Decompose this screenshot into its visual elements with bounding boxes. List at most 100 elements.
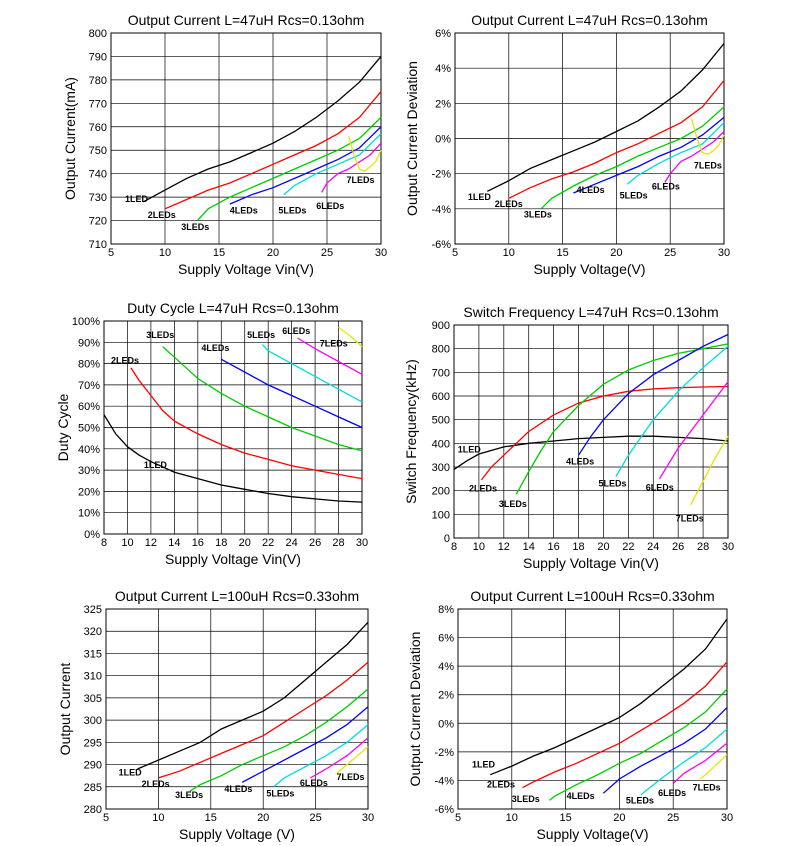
- series-line-7leds: [690, 435, 729, 506]
- series-line-5leds: [283, 133, 382, 196]
- x-tick-label: 10: [503, 247, 515, 259]
- x-tick-label: 30: [722, 541, 734, 553]
- series-line-6leds: [664, 131, 725, 183]
- y-tick-label: 8%: [438, 604, 454, 616]
- series-line-3leds: [162, 346, 363, 452]
- x-tick-label: 16: [192, 537, 204, 549]
- x-tick-label: 30: [375, 247, 387, 259]
- y-tick-label: 730: [89, 192, 107, 204]
- series-annotation: 4LEDs: [577, 185, 605, 195]
- chart-title: Output Current L=47uH Rcs=0.13ohm: [471, 12, 708, 28]
- x-tick-label: 18: [215, 537, 227, 549]
- y-axis-label: Switch Frequency(kHz): [403, 359, 419, 504]
- x-axis-label: Supply Voltage Vin(V): [165, 551, 301, 567]
- series-annotation: 3LEDs: [146, 330, 174, 340]
- y-tick-label: 200: [432, 486, 450, 498]
- chart-title: Output Current L=47uH Rcs=0.13ohm: [128, 12, 365, 28]
- gridlines: [454, 32, 725, 245]
- x-tick-label: 22: [622, 541, 634, 553]
- y-tick-label: 320: [84, 626, 102, 638]
- series-annotation: 1LED: [144, 460, 168, 470]
- gridlines: [453, 324, 729, 539]
- series-annotation: 2LEDs: [111, 356, 139, 366]
- series-line-5leds: [273, 724, 369, 788]
- x-tick-label: 20: [239, 537, 251, 549]
- y-tick-label: -2%: [431, 169, 451, 181]
- chart-5: 5 10 15 20 25 30 280 285 290 295 300 305 310 315 320 32…: [57, 588, 374, 842]
- series-annotation: 7LEDs: [337, 772, 365, 782]
- series-line-1led: [143, 55, 382, 203]
- chart-title: Output Current L=100uH Rcs=0.33ohm: [470, 588, 714, 604]
- y-tick-label: 100: [432, 509, 450, 521]
- series-annotation: 1LED: [458, 444, 482, 454]
- x-tick-label: 5: [108, 247, 114, 259]
- series-line-1led: [487, 43, 725, 192]
- plot-frame: [454, 32, 725, 245]
- x-tick-label: 25: [309, 812, 321, 824]
- series-line-1led: [490, 618, 728, 776]
- plot-frame: [110, 32, 382, 245]
- series-line-6leds: [310, 737, 369, 779]
- series-annotation: 3LEDs: [175, 790, 203, 800]
- y-tick-label: 30%: [78, 465, 100, 477]
- y-tick-label: 900: [432, 320, 450, 332]
- x-tick-label: 20: [613, 812, 625, 824]
- y-tick-label: 4%: [435, 63, 451, 75]
- y-tick-label: 290: [84, 760, 102, 772]
- x-tick-label: 25: [667, 812, 679, 824]
- series-annotation: 5LEDs: [598, 478, 626, 488]
- y-tick-label: 0%: [438, 718, 454, 730]
- chart-title: Duty Cycle L=47uH Rcs=0.13ohm: [127, 300, 339, 316]
- series-line-3leds: [189, 688, 369, 792]
- series-annotation: 5LEDs: [266, 789, 294, 799]
- series-annotation: 1LED: [472, 760, 496, 770]
- y-tick-label: 800: [89, 28, 107, 40]
- y-tick-label: 80%: [78, 359, 100, 371]
- series-line-1led: [103, 414, 363, 503]
- series-annotation: 5LEDs: [626, 795, 654, 805]
- y-tick-label: 10%: [78, 508, 100, 520]
- series-annotation: 6LEDs: [300, 778, 328, 788]
- series-annotation: 6LEDs: [658, 788, 686, 798]
- series-line-1led: [137, 621, 369, 770]
- y-tick-label: 20%: [78, 486, 100, 498]
- x-tick-label: 10: [121, 537, 133, 549]
- series-line-4leds: [229, 126, 382, 205]
- series-line-6leds: [658, 381, 729, 480]
- chart-3: 8 10 12 14 16 18 20 22 24 26 28 30 0% 10% 20% 30% 40% 50%…: [55, 300, 368, 567]
- series-annotation: 1LED: [468, 192, 492, 202]
- series-annotation: 7LEDs: [694, 160, 722, 170]
- x-tick-label: 10: [159, 247, 171, 259]
- x-tick-label: 30: [362, 812, 374, 824]
- y-tick-label: 4%: [438, 661, 454, 673]
- y-tick-label: 315: [84, 648, 102, 660]
- x-tick-label: 25: [664, 247, 676, 259]
- series-annotation: 2LEDs: [495, 199, 523, 209]
- series-line-6leds: [321, 142, 382, 193]
- series-annotation: 1LED: [119, 768, 143, 778]
- series-line-6leds: [672, 742, 728, 784]
- y-tick-label: 760: [89, 122, 107, 134]
- x-tick-label: 5: [452, 247, 458, 259]
- series-line-7leds: [336, 746, 369, 774]
- y-tick-label: 700: [432, 367, 450, 379]
- y-tick-label: -6%: [434, 804, 454, 816]
- series-line-4leds: [602, 707, 728, 794]
- y-tick-label: 100%: [72, 316, 100, 328]
- x-tick-label: 15: [559, 812, 571, 824]
- x-tick-label: 24: [286, 537, 298, 549]
- x-tick-label: 22: [262, 537, 274, 549]
- series-line-2leds: [480, 385, 729, 481]
- series-line-2leds: [522, 661, 728, 789]
- series-line-4leds: [573, 116, 725, 194]
- series-annotation: 3LEDs: [524, 210, 552, 220]
- x-tick-label: 26: [309, 537, 321, 549]
- y-tick-label: 790: [89, 51, 107, 63]
- y-tick-label: 770: [89, 98, 107, 110]
- series-line-7leds: [347, 136, 382, 173]
- series-annotation: 2LEDs: [487, 780, 515, 790]
- y-tick-label: 90%: [78, 337, 100, 349]
- y-tick-label: -2%: [434, 747, 454, 759]
- y-tick-label: 305: [84, 693, 102, 705]
- series-annotation: 5LEDs: [247, 330, 275, 340]
